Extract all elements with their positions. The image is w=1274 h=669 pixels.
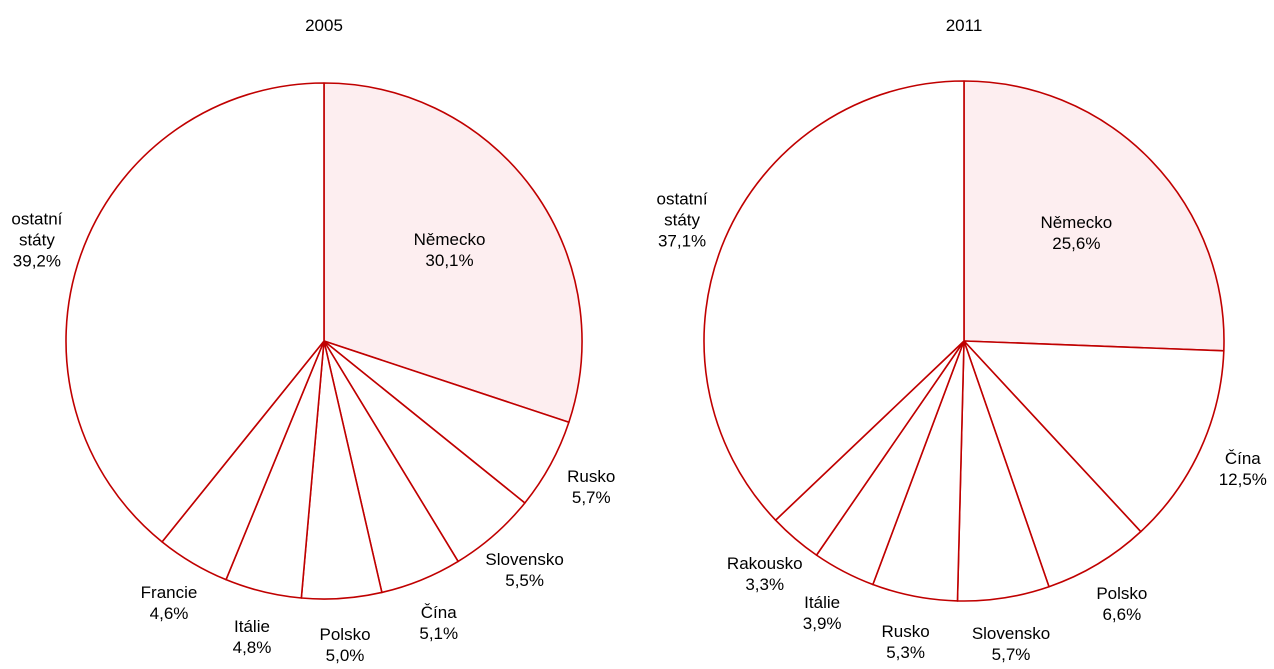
slice-value: 4,6% — [149, 604, 189, 624]
slice-name: Německo — [413, 230, 486, 250]
slice-name: Čína — [1224, 449, 1261, 468]
slice-label: Itálie 4,8% — [233, 616, 272, 658]
slice-name: Čína — [420, 602, 457, 622]
slice-label: Rakousko 3,3% — [727, 553, 803, 595]
pie-slice — [323, 82, 583, 424]
pie-slice — [65, 82, 325, 543]
slice-name: Itálie — [804, 593, 841, 613]
slice-value: 3,3% — [745, 575, 785, 595]
pie-slice — [703, 80, 965, 521]
slice-name: Rusko — [881, 622, 930, 642]
slice-value: 5,7% — [571, 487, 611, 507]
slice-label: ostatní státy 39,2% — [0, 208, 81, 271]
slice-value: 4,8% — [232, 637, 272, 657]
slice-name: Francie — [140, 583, 198, 603]
slice-value: 5,5% — [505, 570, 544, 590]
slice-label: Čína 12,5% — [1219, 448, 1267, 490]
slice-value: 5,7% — [991, 645, 1031, 665]
slice-value: 5,3% — [886, 643, 925, 663]
slice-name: Itálie — [234, 616, 270, 636]
slice-value: 5,1% — [419, 623, 459, 643]
slice-label: Polsko 6,6% — [1096, 583, 1147, 625]
slice-label: Slovensko 5,5% — [485, 549, 563, 591]
slice-name: Polsko — [1096, 584, 1148, 604]
slice-name: Polsko — [319, 624, 371, 644]
slice-name: Slovensko — [485, 549, 564, 569]
slice-value: 30,1% — [425, 251, 474, 271]
slice-value: 5,0% — [325, 645, 365, 665]
slice-label: Itálie 3,9% — [803, 592, 842, 634]
slice-value: 25,6% — [1052, 233, 1101, 253]
slice-name: ostatní státy — [656, 189, 708, 230]
slice-label: ostatní státy 37,1% — [638, 189, 726, 252]
slice-label: Čína 5,1% — [419, 602, 458, 644]
slice-label: Slovensko 5,7% — [972, 623, 1050, 665]
chart-title: 2011 — [945, 16, 983, 35]
slice-value: 6,6% — [1102, 605, 1142, 625]
slice-label: Německo 30,1% — [414, 229, 486, 271]
slice-name: Slovensko — [971, 624, 1051, 644]
slice-label: Polsko 5,0% — [320, 624, 371, 666]
slice-value: 12,5% — [1218, 470, 1267, 489]
slice-name: Německo — [1040, 212, 1113, 232]
slice-label: Německo 25,6% — [1040, 212, 1112, 254]
slice-label: Rusko 5,7% — [567, 466, 615, 508]
slice-name: Rakousko — [726, 554, 803, 574]
slice-value: 39,2% — [12, 251, 61, 271]
chart-title: 2005 — [305, 16, 343, 35]
pie-slice — [963, 340, 1142, 588]
slice-value: 3,9% — [802, 614, 842, 634]
pie-slice — [963, 340, 1225, 533]
slice-value: 37,1% — [657, 231, 707, 251]
slice-label: Rusko 5,3% — [881, 621, 929, 663]
slice-label: Francie 4,6% — [141, 582, 198, 624]
slice-name: ostatní státy — [11, 209, 63, 250]
slice-name: Rusko — [567, 466, 616, 486]
pie-slice — [963, 80, 1225, 352]
